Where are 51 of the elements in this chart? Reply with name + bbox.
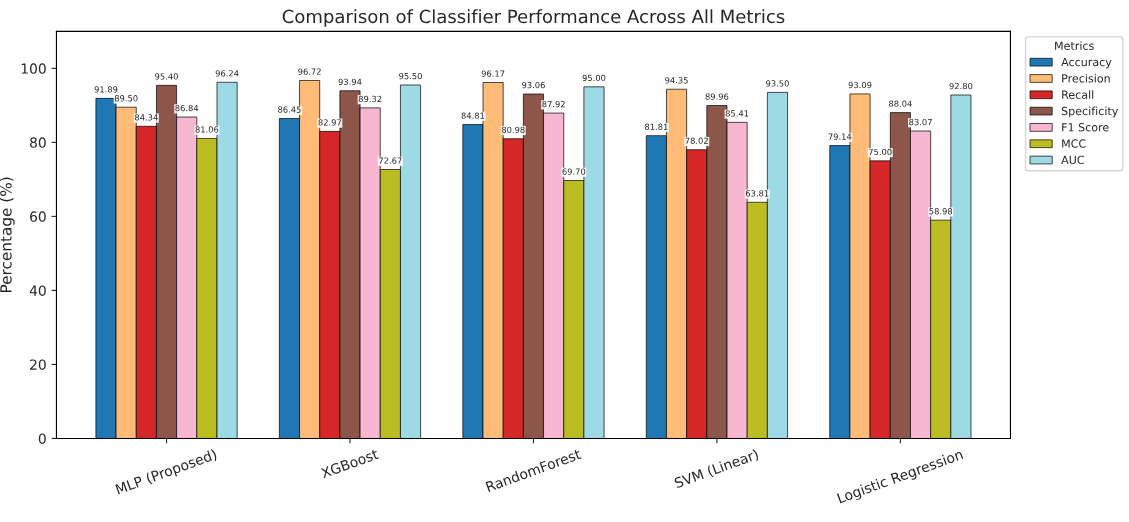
legend-label: AUC	[1061, 155, 1084, 165]
data-label: 86.45	[278, 106, 301, 113]
legend-title: Metrics	[1055, 41, 1094, 50]
y-tick-label: 0	[38, 433, 46, 444]
data-label: 95.00	[582, 74, 606, 82]
data-label: 75.00	[868, 148, 892, 156]
data-label: 82.97	[318, 119, 342, 126]
legend-label: Specificity	[1061, 106, 1119, 118]
data-label: 89.32	[358, 95, 382, 103]
y-axis-title: Percentage (%)	[0, 177, 15, 293]
data-label: 93.09	[848, 81, 872, 89]
legend-label: MCC	[1062, 139, 1086, 148]
data-label: 72.67	[379, 157, 402, 164]
data-label: 91.89	[94, 86, 118, 93]
data-label: 80.98	[501, 126, 525, 133]
legend-label: F1 Score	[1062, 123, 1109, 132]
data-label: 69.70	[562, 168, 586, 175]
data-label: 92.80	[949, 82, 973, 90]
data-label: 94.35	[665, 77, 688, 84]
data-label: 79.14	[828, 133, 852, 140]
data-label: 81.81	[645, 123, 668, 130]
data-label: 63.81	[745, 190, 769, 197]
data-label: 96.72	[298, 68, 321, 75]
y-tick-label: 20	[30, 359, 46, 370]
y-tick-label: 40	[29, 285, 46, 296]
data-label: 95.50	[399, 72, 422, 80]
data-label: 83.07	[909, 118, 932, 126]
data-label: 95.40	[155, 73, 178, 80]
data-label: 85.41	[725, 110, 749, 117]
legend-label: Accuracy	[1061, 57, 1112, 69]
data-label: 78.02	[685, 137, 708, 144]
data-label: 96.24	[215, 70, 239, 77]
legend-label: Precision	[1062, 73, 1110, 83]
legend-label: Recall	[1062, 90, 1094, 99]
y-tick-label: 80	[30, 137, 46, 148]
data-label: 81.06	[195, 126, 219, 133]
data-label: 88.04	[889, 100, 912, 107]
data-label: 84.81	[461, 112, 485, 119]
data-label: 93.50	[766, 80, 789, 87]
y-tick-label: 60	[30, 211, 46, 222]
y-tick-label: 100	[21, 63, 46, 74]
data-label: 96.17	[481, 70, 505, 77]
data-label: 87.92	[542, 100, 565, 108]
data-label: 58.98	[929, 208, 953, 215]
data-label: 84.34	[134, 114, 158, 121]
chart-title: Comparison of Classifier Performance Across All Metrics	[282, 9, 785, 27]
data-label: 93.94	[338, 78, 362, 85]
data-label: 86.84	[175, 104, 199, 112]
data-label: 93.06	[522, 81, 545, 89]
data-label: 89.50	[114, 95, 138, 102]
data-label: 89.96	[705, 93, 729, 100]
